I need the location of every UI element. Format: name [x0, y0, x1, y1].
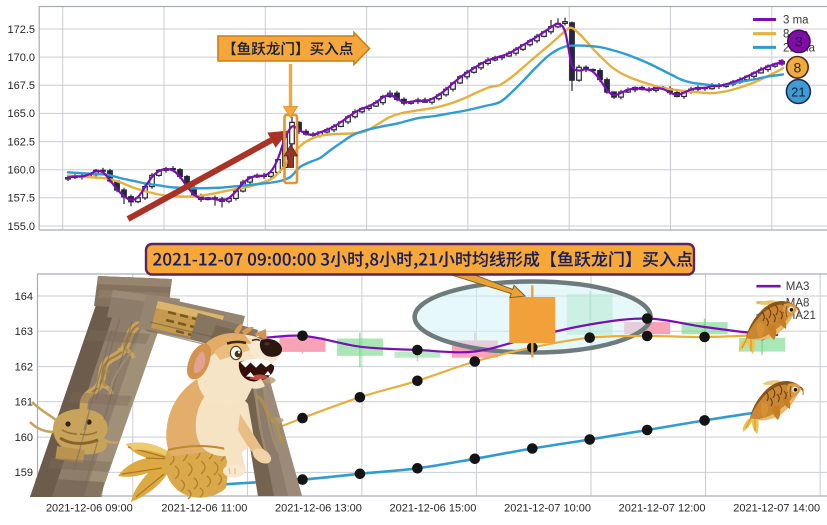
svg-text:160.0: 160.0 [7, 165, 35, 177]
svg-text:164: 164 [15, 291, 33, 303]
svg-text:2021-12-06 09:00: 2021-12-06 09:00 [46, 503, 133, 515]
svg-text:MA3: MA3 [786, 281, 810, 293]
svg-text:2021-12-07 12:00: 2021-12-07 12:00 [619, 503, 706, 515]
svg-text:167.5: 167.5 [7, 80, 35, 92]
svg-text:170.0: 170.0 [7, 52, 35, 64]
svg-text:159: 159 [15, 467, 33, 479]
svg-text:2021-12-07 10:00: 2021-12-07 10:00 [504, 503, 591, 515]
svg-text:2021-12-07 14:00: 2021-12-07 14:00 [733, 503, 820, 515]
svg-text:8: 8 [794, 59, 802, 75]
svg-text:3: 3 [795, 33, 803, 49]
svg-text:2021-12-06 13:00: 2021-12-06 13:00 [275, 503, 362, 515]
svg-text:165.0: 165.0 [7, 108, 35, 120]
svg-text:172.5: 172.5 [7, 24, 35, 36]
svg-text:157.5: 157.5 [7, 193, 35, 205]
svg-text:2021-12-06 15:00: 2021-12-06 15:00 [390, 503, 477, 515]
svg-text:161: 161 [15, 397, 33, 409]
svg-text:162.5: 162.5 [7, 136, 35, 148]
svg-text:3 ma: 3 ma [783, 14, 809, 26]
svg-text:162: 162 [15, 361, 33, 373]
svg-text:21: 21 [791, 84, 805, 99]
svg-text:160: 160 [15, 432, 33, 444]
svg-text:163: 163 [15, 326, 33, 338]
svg-text:2021-12-06 11:00: 2021-12-06 11:00 [161, 503, 247, 515]
svg-text:155.0: 155.0 [7, 221, 35, 233]
